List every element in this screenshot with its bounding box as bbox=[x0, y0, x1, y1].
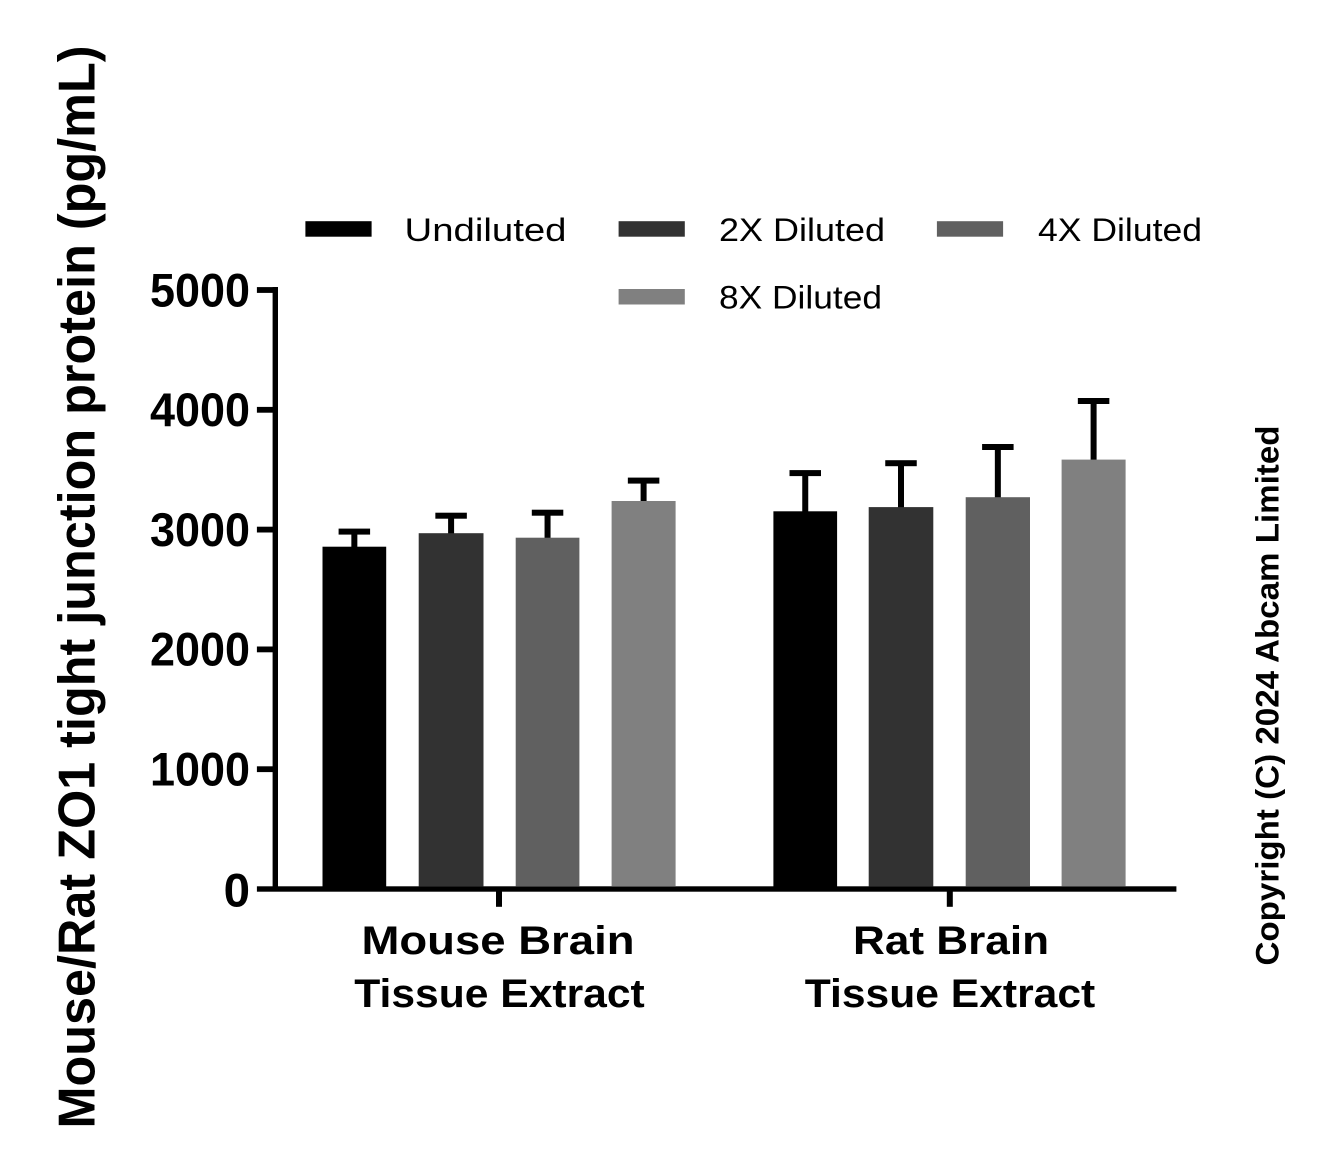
svg-text:5000: 5000 bbox=[150, 264, 250, 317]
svg-text:1000: 1000 bbox=[150, 744, 250, 797]
svg-text:Tissue Extract: Tissue Extract bbox=[805, 972, 1096, 1016]
svg-text:Mouse/Rat ZO1 tight junction p: Mouse/Rat ZO1 tight junction protein (pg… bbox=[49, 46, 107, 1129]
svg-text:2000: 2000 bbox=[150, 624, 250, 677]
svg-text:4X Diluted: 4X Diluted bbox=[1038, 212, 1202, 248]
svg-text:Mouse Brain: Mouse Brain bbox=[362, 919, 635, 963]
svg-text:Tissue Extract: Tissue Extract bbox=[354, 972, 645, 1016]
svg-text:Undiluted: Undiluted bbox=[405, 212, 567, 248]
svg-text:Rat Brain: Rat Brain bbox=[853, 919, 1049, 963]
svg-text:8X Diluted: 8X Diluted bbox=[719, 279, 882, 315]
svg-text:0: 0 bbox=[224, 865, 250, 918]
svg-text:3000: 3000 bbox=[150, 504, 250, 557]
svg-text:Copyright (C) 2024 Abcam Limit: Copyright (C) 2024 Abcam Limited bbox=[1250, 426, 1286, 966]
svg-text:4000: 4000 bbox=[150, 384, 250, 437]
svg-text:2X Diluted: 2X Diluted bbox=[719, 212, 885, 248]
